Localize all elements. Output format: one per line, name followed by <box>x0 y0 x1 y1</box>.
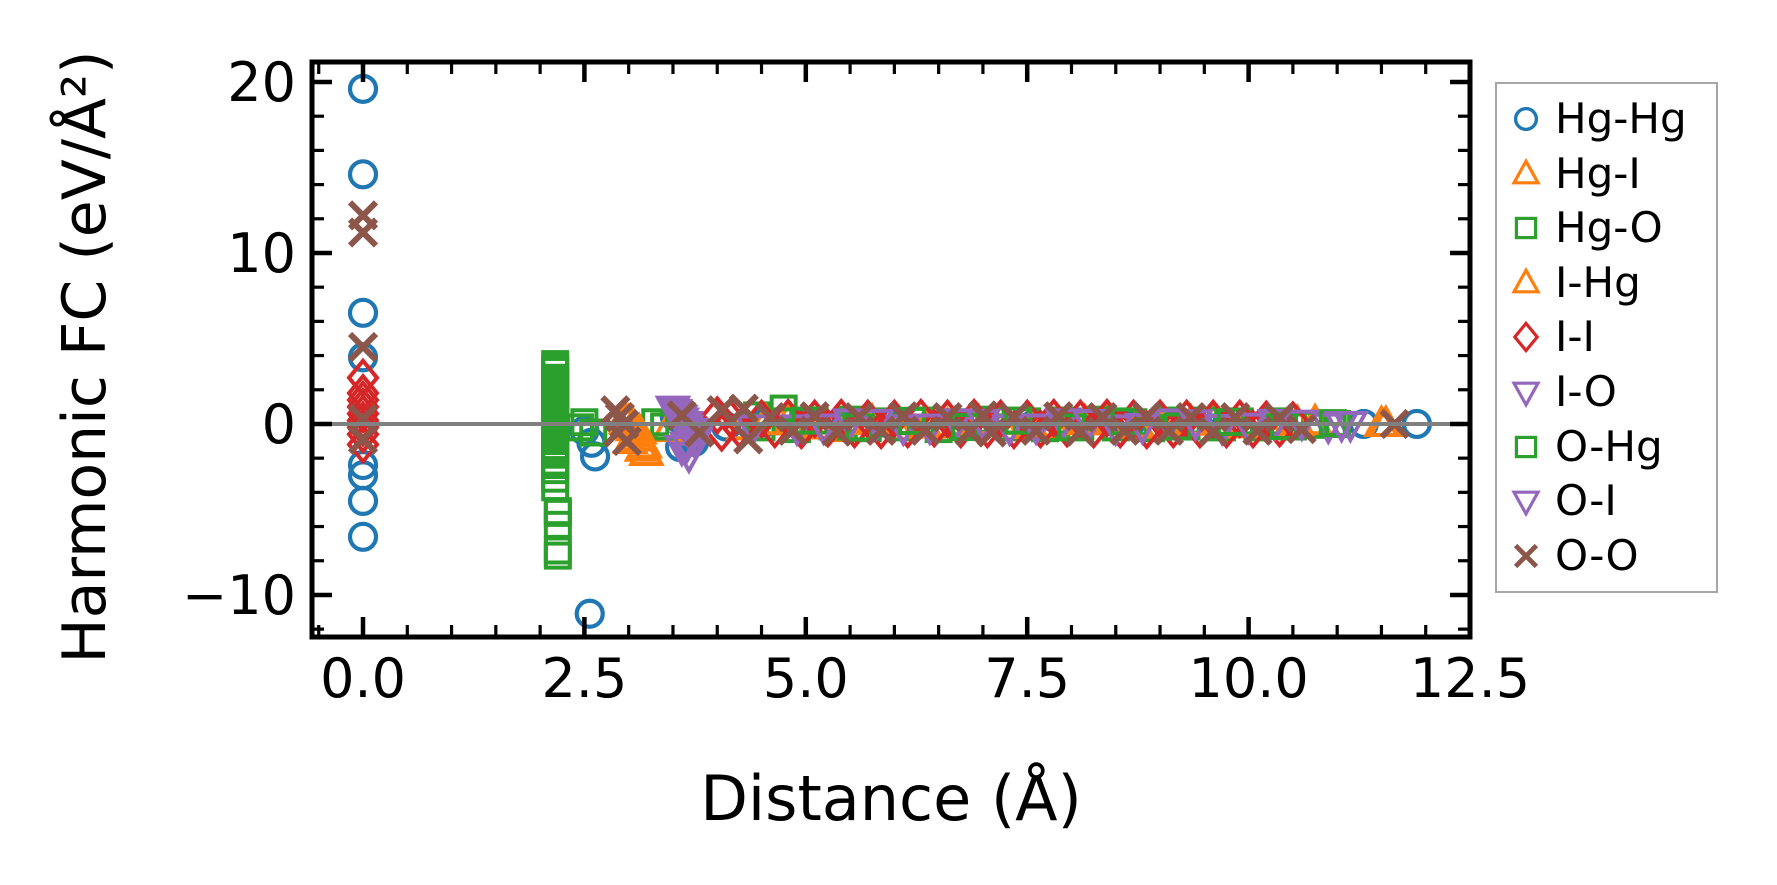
plot-border <box>309 59 1473 640</box>
legend-label: I-Hg <box>1555 257 1641 307</box>
data-point-o-i <box>1017 413 1055 447</box>
legend-marker-shape <box>1512 321 1540 354</box>
data-point-o-o <box>347 217 379 248</box>
axis-ticks <box>312 62 1473 637</box>
legend-entry-hg-i: Hg-I <box>1497 149 1716 199</box>
data-point-hg-hg <box>347 521 379 552</box>
legend-entry-hg-o: Hg-O <box>1497 203 1716 253</box>
legend-entry-o-hg: O-Hg <box>1497 422 1716 472</box>
scatter-points <box>346 73 1432 629</box>
data-point-o-hg <box>543 536 572 565</box>
legend-square-icon <box>1497 206 1555 250</box>
legend-entry-i-hg: I-Hg <box>1497 258 1716 308</box>
y-tick-label: −10 <box>182 564 296 627</box>
data-point-o-hg <box>541 450 570 479</box>
legend-label: O-Hg <box>1555 421 1663 471</box>
legend-entry-hg-hg: Hg-Hg <box>1497 94 1716 144</box>
y-tick-label: 0 <box>262 393 296 456</box>
y-axis-label: Harmonic FC (eV/Å²) <box>50 50 120 664</box>
legend-triangle-up-icon <box>1497 152 1555 196</box>
x-tick-label: 10.0 <box>1188 647 1308 710</box>
legend-diamond-icon <box>1497 315 1555 359</box>
x-axis-label: Distance (Å) <box>700 762 1082 835</box>
data-point-o-o <box>1286 413 1317 445</box>
legend-box: Hg-Hg Hg-I Hg-O I-Hg I-I I-O O-Hg O-I O-O <box>1495 82 1718 593</box>
x-tick-label: 7.5 <box>984 647 1070 710</box>
legend-entry-o-i: O-I <box>1497 476 1716 526</box>
x-tick-label: 2.5 <box>541 647 627 710</box>
legend-marker-shape <box>1514 217 1538 240</box>
data-point-o-hg <box>541 435 570 464</box>
data-point-hg-hg <box>574 598 605 629</box>
legend-label: Hg-I <box>1555 148 1641 198</box>
legend-label: O-I <box>1555 476 1617 526</box>
data-point-hg-hg <box>347 159 379 190</box>
data-point-i-hg <box>626 425 664 459</box>
legend-label: Hg-O <box>1555 203 1663 253</box>
data-point-i-i <box>346 424 380 465</box>
legend-marker-shape <box>1511 381 1541 409</box>
legend-triangle-down-icon <box>1497 479 1555 523</box>
legend-label: O-O <box>1555 530 1639 580</box>
legend-label: Hg-Hg <box>1555 94 1687 144</box>
legend-triangle-down-icon <box>1497 370 1555 414</box>
y-tick-label: 10 <box>227 222 296 285</box>
data-point-hg-hg <box>347 485 379 517</box>
legend-label: I-I <box>1555 312 1595 362</box>
legend-triangle-up-icon <box>1497 261 1555 305</box>
data-point-o-i <box>668 431 706 465</box>
legend-entry-i-o: I-O <box>1497 367 1716 417</box>
data-point-hg-o <box>579 418 608 447</box>
legend-square-icon <box>1497 425 1555 469</box>
data-point-o-o <box>1264 402 1295 434</box>
legend-marker-shape <box>1511 266 1541 294</box>
legend-label: I-O <box>1555 367 1617 416</box>
y-tick-label: 20 <box>227 51 296 114</box>
legend-marker-shape <box>1514 435 1538 458</box>
data-point-o-o <box>347 331 379 363</box>
legend-x-icon <box>1497 534 1555 578</box>
data-point-o-o <box>347 424 379 455</box>
data-point-o-hg <box>543 498 572 527</box>
legend-marker-shape <box>1513 543 1539 568</box>
data-point-i-i <box>346 407 380 448</box>
data-point-hg-hg <box>347 297 379 328</box>
legend-entry-o-o: O-O <box>1497 531 1716 581</box>
x-tick-label: 12.5 <box>1410 647 1530 710</box>
legend-marker-shape <box>1513 107 1539 132</box>
x-tick-label: 0.0 <box>320 647 406 710</box>
legend-marker-shape <box>1511 157 1541 185</box>
legend-marker-shape <box>1511 490 1541 518</box>
legend-circle-icon <box>1497 97 1555 141</box>
data-point-o-o <box>728 393 759 424</box>
data-point-o-o <box>733 424 764 455</box>
legend-entry-i-i: I-I <box>1497 312 1716 362</box>
data-point-o-o <box>611 425 643 457</box>
data-point-o-i <box>1323 410 1360 445</box>
x-tick-label: 5.0 <box>763 647 849 710</box>
